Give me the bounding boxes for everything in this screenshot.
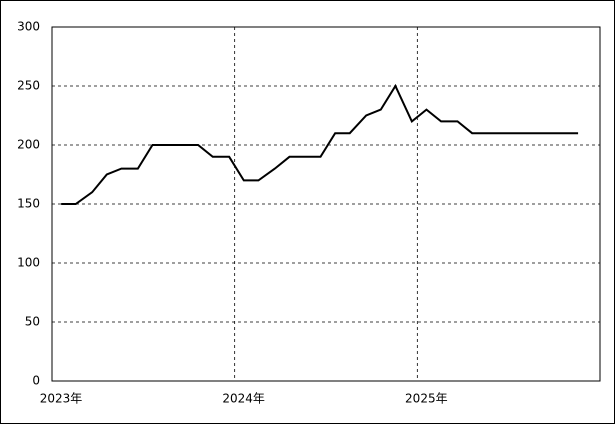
- x-tick-label: 2023年: [40, 392, 83, 406]
- line: [61, 83, 579, 205]
- y-tick-label: 300: [17, 20, 40, 34]
- x-tick-label: 2025年: [405, 392, 448, 406]
- y-tick-label: 50: [25, 315, 40, 329]
- y-tick-label: 150: [17, 197, 40, 211]
- y-tick-label: 200: [17, 138, 40, 152]
- y-tick-label: 0: [32, 374, 40, 388]
- plot-area: [51, 26, 601, 382]
- y-tick-label: 250: [17, 79, 40, 93]
- y-tick-label: 100: [17, 256, 40, 270]
- x-tick-label: 2024年: [222, 392, 265, 406]
